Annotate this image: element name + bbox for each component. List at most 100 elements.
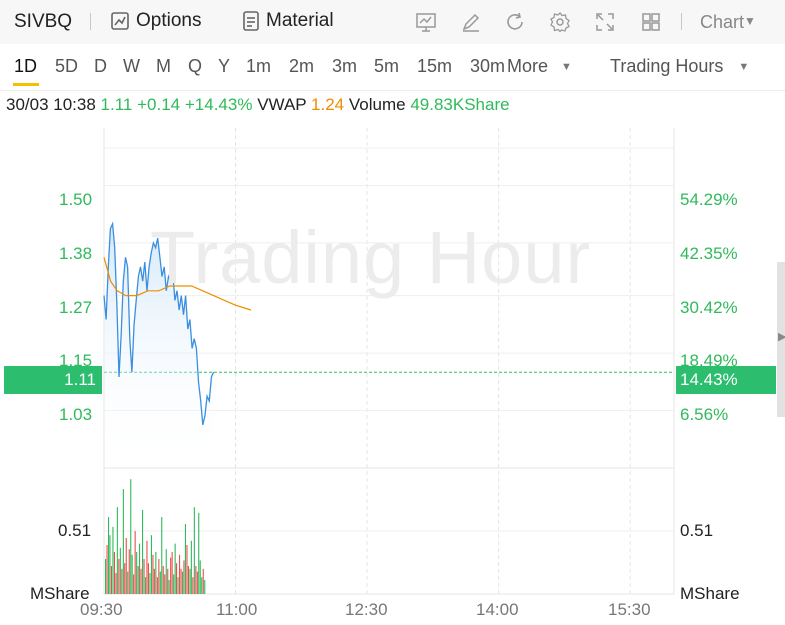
volume-bar [161, 517, 163, 594]
tab-15m[interactable]: 15m [417, 56, 453, 76]
active-tab-indicator [13, 83, 39, 86]
quote-datetime: 30/03 10:38 [6, 95, 96, 114]
price-tick: 1.15 [59, 351, 93, 370]
volume-bar [174, 543, 176, 594]
volume-bar [124, 563, 126, 594]
chevron-right-icon[interactable]: ▶ [778, 331, 785, 343]
volume-bar [198, 512, 200, 594]
volume-bar [180, 568, 182, 594]
volume-bar [153, 568, 155, 594]
volume-bar [105, 559, 107, 594]
draw-icon[interactable] [460, 11, 482, 33]
tab-m[interactable]: M [156, 56, 171, 76]
pct-tick: 42.35% [680, 244, 738, 263]
chart-type-dropdown[interactable]: Chart▼ [700, 12, 756, 33]
chevron-down-icon: ▼ [744, 14, 756, 28]
trading-hours-dropdown[interactable]: Trading Hours ▼ [610, 56, 749, 77]
volume-bar [165, 549, 167, 594]
layout-grid-icon[interactable] [640, 11, 662, 33]
vwap-line [103, 257, 252, 311]
volume-bar [199, 560, 201, 594]
chevron-down-icon: ▼ [561, 61, 572, 73]
tab-3m[interactable]: 3m [332, 56, 358, 76]
volume-bar [182, 571, 184, 594]
volume-bar [204, 580, 206, 594]
fullscreen-icon[interactable] [594, 11, 616, 33]
more-dropdown[interactable]: More ▼ [507, 56, 572, 77]
tab-1m[interactable]: 1m [246, 56, 272, 76]
volume-bar [109, 535, 111, 594]
volume-bar [137, 566, 139, 594]
chart-indicator-icon[interactable] [415, 11, 437, 33]
tab-2m[interactable]: 2m [289, 56, 315, 76]
options-icon [111, 12, 129, 30]
volume-bar [183, 560, 185, 594]
volume-bar [193, 507, 195, 594]
vwap-value: 1.24 [311, 95, 345, 114]
tab-y[interactable]: Y [218, 56, 231, 76]
volume-bar [195, 566, 197, 594]
volume-bar [115, 573, 117, 594]
material-button[interactable]: Material [242, 10, 334, 32]
options-label: Options [136, 10, 202, 31]
vwap-label: VWAP [257, 95, 307, 114]
price-tick: 1.27 [59, 298, 93, 317]
price-tick: 1.38 [59, 244, 93, 263]
volume-bar [136, 552, 138, 594]
time-tick: 09:30 [80, 600, 123, 619]
volume-bar [122, 489, 124, 594]
volume-label: Volume [348, 95, 406, 114]
volume-bar [119, 547, 121, 594]
volume-bar [173, 574, 175, 594]
volume-bar [190, 540, 192, 594]
volume-bar [130, 479, 132, 594]
time-tick: 14:00 [476, 600, 519, 619]
volume-bar [168, 580, 170, 594]
volume-bar [121, 568, 123, 594]
volume-bar [159, 571, 161, 594]
volume-tick: 0.51 [58, 521, 92, 540]
settings-icon[interactable] [549, 11, 571, 33]
volume-bar [176, 563, 178, 594]
tab-q[interactable]: Q [188, 56, 203, 76]
side-scrollbar[interactable] [777, 262, 785, 417]
volume-bar [164, 574, 166, 594]
tab-5m[interactable]: 5m [374, 56, 400, 76]
volume-bar [167, 568, 169, 594]
tab-w[interactable]: W [123, 56, 140, 76]
volume-bar [106, 545, 108, 594]
volume-bar [139, 543, 141, 594]
volume-bar [179, 554, 181, 594]
tab-d[interactable]: D [94, 56, 107, 76]
price-area [104, 223, 214, 468]
pct-tick: 18.49% [680, 351, 738, 370]
volume-bar [152, 554, 154, 594]
time-tick: 15:30 [608, 600, 651, 619]
price-tick: 1.03 [59, 405, 93, 424]
pct-tick: 30.42% [680, 298, 738, 317]
volume-bar [171, 552, 173, 594]
volume-bar [184, 524, 186, 594]
toolbar-divider [681, 13, 682, 30]
volume-bar [112, 526, 114, 594]
price-tick: 1.50 [59, 190, 93, 209]
time-tick: 12:30 [345, 600, 388, 619]
volume-unit-right: MShare [680, 584, 740, 603]
price-line [103, 221, 215, 426]
tab-5d[interactable]: 5D [55, 56, 79, 76]
volume-bar [127, 571, 129, 594]
tab-30m[interactable]: 30m [470, 56, 506, 76]
symbol-label: SIVBQ [14, 11, 73, 32]
refresh-icon[interactable] [504, 11, 526, 33]
quote-change-pct: +14.43% [184, 95, 253, 114]
options-button[interactable]: Options [110, 10, 201, 32]
volume-bar [108, 517, 110, 594]
pct-tick: 6.56% [680, 405, 729, 424]
volume-value: 49.83KShare [410, 95, 510, 114]
volume-bar [125, 538, 127, 594]
volume-bar [158, 559, 160, 594]
volume-bar [128, 549, 130, 594]
tab-1d[interactable]: 1D [14, 56, 38, 76]
volume-bar [113, 552, 115, 594]
